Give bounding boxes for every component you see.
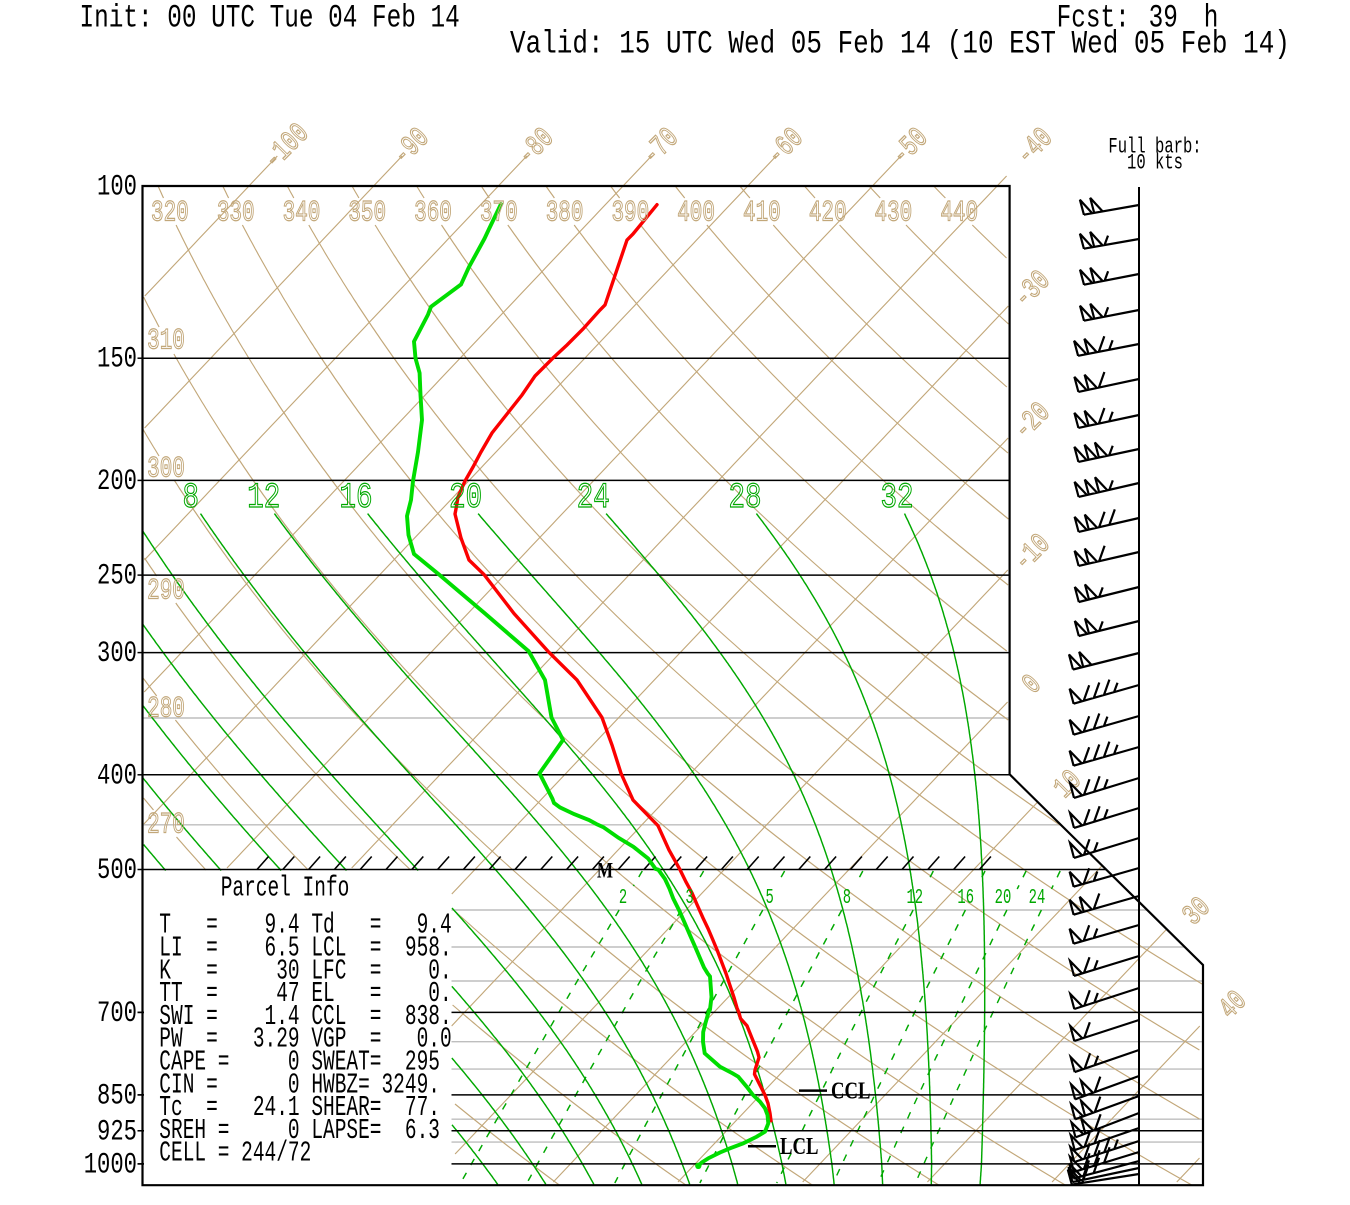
- svg-text:5: 5: [766, 887, 774, 911]
- svg-text:CCL: CCL: [831, 1077, 871, 1104]
- svg-text:320: 320: [151, 196, 189, 229]
- svg-text:20: 20: [995, 887, 1012, 911]
- svg-text:300: 300: [97, 636, 137, 670]
- svg-text:CIN = 0 HWBZ= 3249.: CIN = 0 HWBZ= 3249.: [159, 1070, 440, 1101]
- svg-text:10 kts: 10 kts: [1127, 150, 1183, 175]
- svg-text:290: 290: [147, 574, 185, 607]
- svg-text:380: 380: [546, 196, 584, 229]
- svg-text:400: 400: [677, 196, 715, 229]
- svg-text:12: 12: [247, 478, 280, 518]
- svg-text:SWI = 1.4 CCL = 838.: SWI = 1.4 CCL = 838.: [159, 1002, 451, 1033]
- svg-text:32: 32: [880, 478, 913, 518]
- svg-text:390: 390: [611, 196, 649, 229]
- svg-text:300: 300: [147, 452, 185, 485]
- svg-text:430: 430: [875, 196, 913, 229]
- svg-text:24: 24: [577, 478, 610, 518]
- svg-text:250: 250: [97, 559, 137, 593]
- svg-text:Full barb:: Full barb:: [1108, 134, 1201, 159]
- svg-text:150: 150: [97, 342, 137, 376]
- svg-text:M: M: [597, 859, 614, 884]
- svg-text:CAPE = 0 SWEAT= 295: CAPE = 0 SWEAT= 295: [159, 1047, 440, 1078]
- svg-text:200: 200: [97, 464, 137, 498]
- svg-text:TT = 47 EL = 0.: TT = 47 EL = 0.: [159, 979, 451, 1010]
- svg-text:12: 12: [906, 887, 923, 911]
- svg-text:Parcel Info: Parcel Info: [221, 873, 350, 904]
- svg-text:280: 280: [147, 692, 185, 725]
- svg-text:28: 28: [728, 478, 761, 518]
- svg-text:Valid: 15 UTC Wed 05 Feb 14 (1: Valid: 15 UTC Wed 05 Feb 14 (10 EST Wed …: [510, 25, 1290, 63]
- svg-text:500: 500: [97, 853, 137, 887]
- svg-text:350: 350: [348, 196, 386, 229]
- svg-text:LI = 6.5 LCL = 958.: LI = 6.5 LCL = 958.: [159, 933, 451, 964]
- svg-text:1000: 1000: [84, 1147, 137, 1181]
- svg-text:K = 30 LFC = 0.: K = 30 LFC = 0.: [159, 956, 451, 987]
- svg-text:h: h: [1204, 0, 1219, 37]
- svg-text:340: 340: [283, 196, 321, 229]
- svg-text:420: 420: [809, 196, 847, 229]
- svg-text:410: 410: [743, 196, 781, 229]
- svg-text:2: 2: [619, 887, 627, 911]
- svg-text:LCL: LCL: [780, 1133, 818, 1160]
- svg-text:Init: 00 UTC Tue 04 Feb 14: Init: 00 UTC Tue 04 Feb 14: [80, 0, 460, 37]
- svg-text:Fcst:: Fcst:: [1057, 0, 1130, 37]
- svg-text:Tc = 24.1 SHEAR= 77.: Tc = 24.1 SHEAR= 77.: [159, 1093, 440, 1124]
- svg-text:39: 39: [1149, 0, 1178, 37]
- svg-text:400: 400: [97, 758, 137, 792]
- svg-text:SREH = 0 LAPSE= 6.3: SREH = 0 LAPSE= 6.3: [159, 1116, 440, 1147]
- svg-text:20: 20: [449, 478, 482, 518]
- svg-text:24: 24: [1029, 887, 1046, 911]
- svg-text:925: 925: [97, 1114, 137, 1148]
- svg-text:16: 16: [957, 887, 974, 911]
- svg-text:T = 9.4 Td = 9.4: T = 9.4 Td = 9.4: [159, 911, 451, 942]
- svg-text:3: 3: [685, 887, 693, 911]
- svg-text:310: 310: [147, 324, 185, 357]
- svg-text:PW = 3.29 VGP = 0.0: PW = 3.29 VGP = 0.0: [159, 1025, 451, 1056]
- svg-text:100: 100: [97, 169, 137, 203]
- svg-text:270: 270: [147, 808, 185, 841]
- svg-text:8: 8: [843, 887, 851, 911]
- svg-text:330: 330: [217, 196, 255, 229]
- svg-text:8: 8: [182, 478, 199, 518]
- svg-text:16: 16: [339, 478, 372, 518]
- svg-text:370: 370: [480, 196, 518, 229]
- svg-text:440: 440: [940, 196, 978, 229]
- svg-text:360: 360: [414, 196, 452, 229]
- svg-text:CELL = 244/72: CELL = 244/72: [159, 1139, 311, 1170]
- svg-text:700: 700: [97, 996, 137, 1030]
- svg-text:850: 850: [97, 1078, 137, 1112]
